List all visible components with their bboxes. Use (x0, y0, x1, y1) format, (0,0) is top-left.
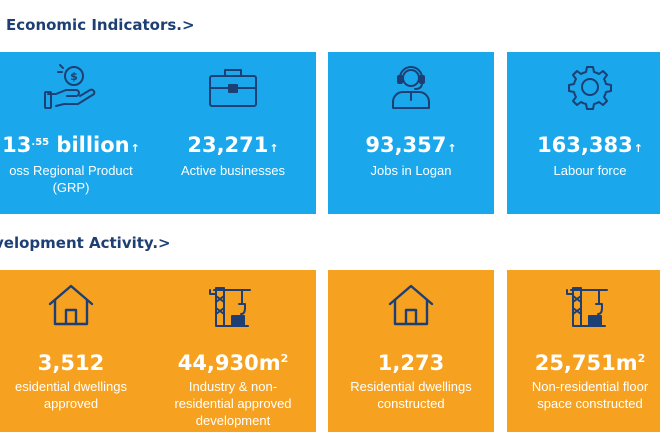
tile-floor-space-constructed[interactable]: 25,751m2 Non-residential floor space con… (507, 270, 660, 432)
tile-residential-constructed[interactable]: 1,273 Residential dwellings constructed (328, 270, 494, 432)
svg-text:$: $ (70, 70, 78, 83)
development-activity-title[interactable]: velopment Activity.> (0, 234, 171, 252)
floor-space-label: Non-residential floor space constructed (531, 379, 649, 411)
labour-force-value: 163,383↑ (537, 133, 643, 157)
industry-approved-value: 44,930m2 (177, 351, 289, 375)
gear-icon (563, 64, 617, 110)
tile-jobs-in-logan[interactable]: 93,357↑ Jobs in Logan (328, 52, 494, 214)
up-arrow-icon: ↑ (447, 142, 457, 155)
active-businesses-label: Active businesses (180, 163, 286, 178)
grp-label: oss Regional Product (GRP) (9, 163, 133, 195)
residential-constructed-label: Residential dwellings constructed (350, 379, 472, 411)
worker-headset-icon (384, 64, 438, 110)
grp-value: 13.55 billion↑ (2, 133, 140, 157)
active-businesses-value: 23,271↑ (187, 133, 279, 157)
residential-approved-value: 3,512 (37, 351, 105, 375)
crane-icon (206, 282, 260, 328)
residential-constructed-value: 1,273 (377, 351, 445, 375)
money-hand-icon: $ (44, 64, 98, 110)
labour-force-label: Labour force (553, 163, 627, 178)
up-arrow-icon: ↑ (633, 142, 643, 155)
residential-approved-label: esidential dwellings approved (14, 379, 127, 411)
house-icon (384, 282, 438, 328)
up-arrow-icon: ↑ (269, 142, 279, 155)
jobs-label: Jobs in Logan (370, 163, 452, 178)
up-arrow-icon: ↑ (130, 142, 140, 155)
jobs-value: 93,357↑ (365, 133, 457, 157)
crane-icon (563, 282, 617, 328)
tile-active-businesses[interactable]: 23,271↑ Active businesses (150, 52, 316, 214)
industry-approved-label: Industry & non- residential approved dev… (174, 379, 292, 428)
briefcase-icon (206, 64, 260, 110)
tile-residential-approved[interactable]: 3,512 esidential dwellings approved (0, 270, 154, 432)
house-icon (44, 282, 98, 328)
tile-industry-approved[interactable]: 44,930m2 Industry & non- residential app… (150, 270, 316, 432)
floor-space-value: 25,751m2 (534, 351, 646, 375)
tile-grp[interactable]: $ 13.55 billion↑ oss Regional Product (G… (0, 52, 154, 214)
tile-labour-force[interactable]: 163,383↑ Labour force (507, 52, 660, 214)
economic-indicators-title[interactable]: Economic Indicators.> (6, 16, 195, 34)
